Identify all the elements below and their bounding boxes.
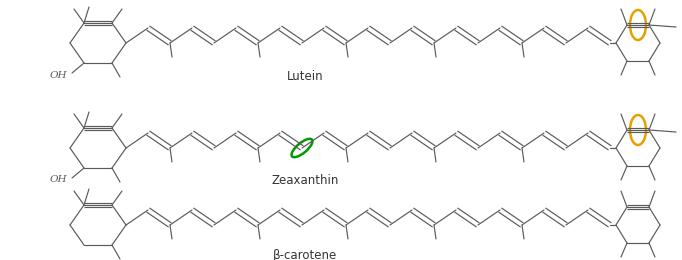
Text: Lutein: Lutein — [286, 69, 323, 82]
Text: OH: OH — [49, 176, 67, 185]
Text: Zeaxanthin: Zeaxanthin — [271, 173, 339, 186]
Text: OH: OH — [49, 70, 67, 80]
Text: β-carotene: β-carotene — [273, 250, 337, 260]
